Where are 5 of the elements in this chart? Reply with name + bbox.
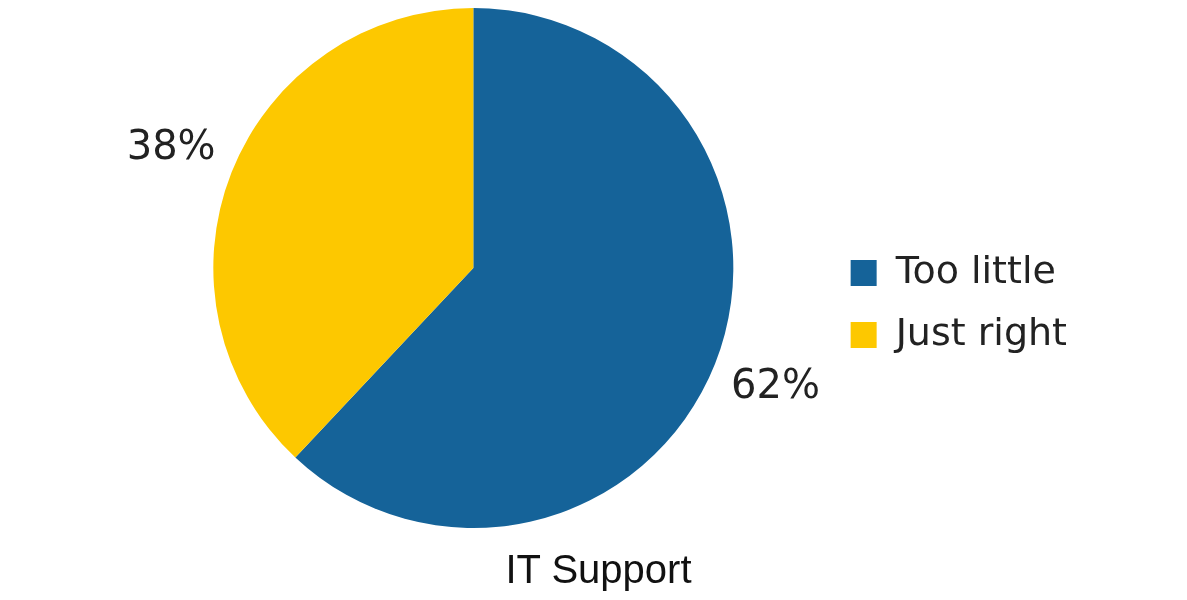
text: IT Support [505, 547, 692, 592]
data-label: 38% [126, 121, 216, 168]
data-label: 62% [731, 361, 820, 408]
legend-label: Too little [894, 247, 1056, 292]
legend-label: Just right [893, 309, 1068, 354]
